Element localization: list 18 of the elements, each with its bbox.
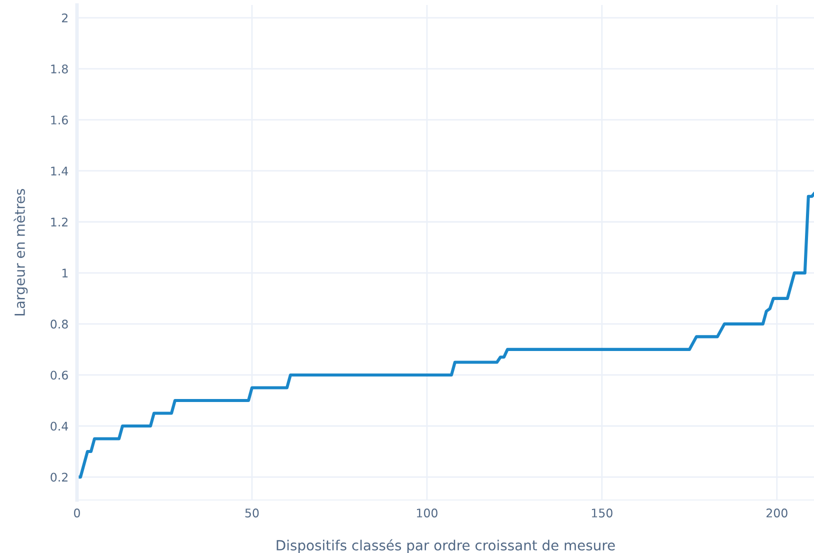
y-tick-label: 1.4 — [51, 166, 68, 176]
x-tick-label: 0 — [74, 508, 80, 518]
y-tick-label: 2 — [62, 13, 68, 22]
y-tick-label: 1.6 — [51, 116, 68, 124]
y-tick-label: 0.6 — [50, 370, 68, 380]
x-tick-label: 50 — [245, 508, 259, 518]
x-tick-label: 150 — [592, 508, 612, 518]
x-axis-title: Dispositifs classés par ordre croissant de mesure — [276, 539, 615, 553]
y-axis-title: Largeur en mètres — [14, 188, 28, 316]
y-tick-label: 0.2 — [50, 472, 68, 482]
y-tick-label: 1 — [62, 268, 68, 278]
y-tick-label: 1.2 — [51, 218, 68, 226]
y-tick-label: 0.8 — [50, 320, 68, 329]
y-tick-label: 1.8 — [51, 64, 68, 74]
x-tick-label: 200 — [766, 508, 788, 518]
line-series — [77, 192, 814, 479]
y-tick-label: 0.4 — [50, 422, 68, 431]
x-tick-label: 100 — [416, 508, 438, 518]
